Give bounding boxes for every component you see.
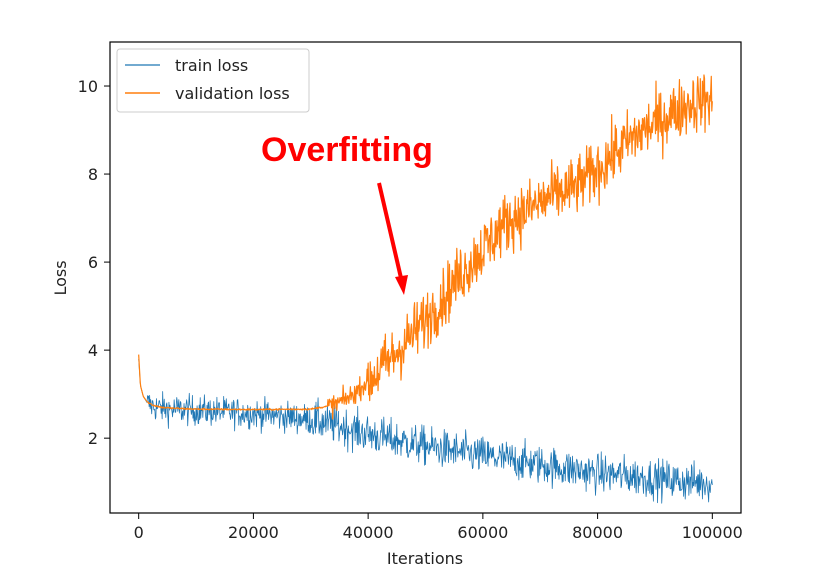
y-tick-label: 2 <box>88 429 98 448</box>
x-tick-label: 20000 <box>228 523 279 542</box>
x-tick-label: 60000 <box>457 523 508 542</box>
y-axis: 2 4 6 8 10 <box>78 77 110 448</box>
series-line-train-loss <box>138 358 713 504</box>
x-tick-label: 100000 <box>682 523 743 542</box>
overfitting-arrow-shaft <box>377 182 403 279</box>
overfitting-arrow-head <box>395 275 408 295</box>
x-axis: 0 20000 40000 60000 80000 100000 <box>134 513 743 542</box>
legend-label-validation-loss: validation loss <box>175 84 290 103</box>
series-layer <box>138 74 713 504</box>
plot-area <box>110 42 741 513</box>
y-axis-label: Loss <box>51 260 70 295</box>
overfitting-annotation: Overfitting <box>261 131 433 295</box>
legend: train loss validation loss <box>116 48 310 113</box>
overfitting-label: Overfitting <box>261 131 433 169</box>
x-axis-label: Iterations <box>387 549 463 568</box>
series-line-validation-loss <box>138 74 713 420</box>
x-tick-label: 80000 <box>572 523 623 542</box>
legend-box <box>116 48 310 113</box>
y-tick-label: 4 <box>88 341 98 360</box>
y-tick-label: 8 <box>88 165 98 184</box>
legend-label-train-loss: train loss <box>175 56 248 75</box>
y-tick-label: 10 <box>78 77 98 96</box>
plot-frame <box>109 41 742 514</box>
y-tick-label: 6 <box>88 253 98 272</box>
x-tick-label: 0 <box>134 523 144 542</box>
x-tick-label: 40000 <box>343 523 394 542</box>
